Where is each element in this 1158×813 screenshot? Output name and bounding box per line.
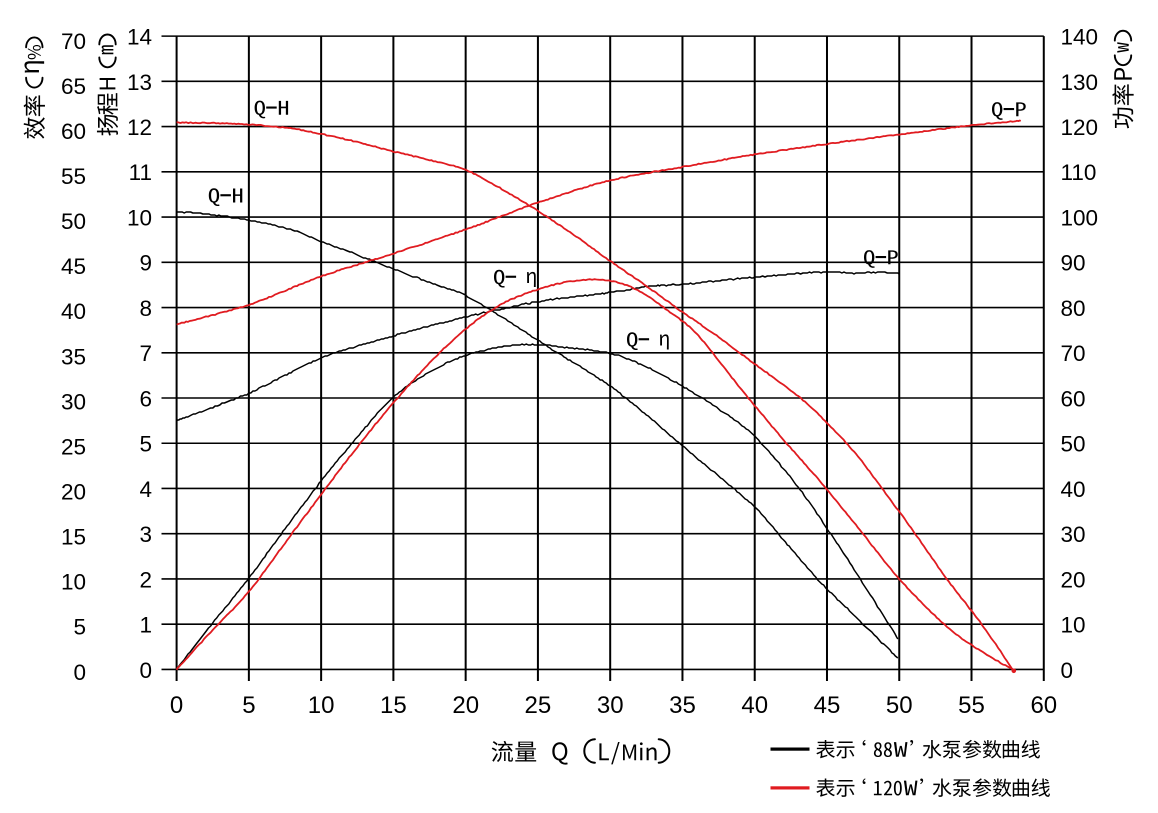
svg-text:80: 80 [1061,296,1086,321]
svg-text:55: 55 [61,164,86,189]
svg-text:9: 9 [139,251,152,276]
svg-text:5: 5 [73,615,86,640]
svg-text:60: 60 [61,119,86,144]
svg-text:70: 70 [1061,341,1086,366]
svg-text:65: 65 [61,74,86,99]
svg-text:40: 40 [741,692,768,719]
svg-text:5: 5 [242,692,255,719]
svg-text:40: 40 [1061,477,1086,502]
svg-text:110: 110 [1061,160,1097,185]
svg-text:60: 60 [1030,692,1057,719]
svg-text:130: 130 [1061,70,1099,95]
svg-text:15: 15 [61,525,86,550]
svg-text:90: 90 [1061,251,1086,276]
svg-text:13: 13 [127,70,152,95]
svg-text:30: 30 [597,692,624,719]
svg-text:0: 0 [139,658,152,683]
svg-text:5: 5 [139,432,152,457]
svg-text:14: 14 [127,25,152,50]
svg-text:8: 8 [139,296,152,321]
svg-text:45: 45 [61,254,86,279]
svg-text:15: 15 [380,692,407,719]
svg-text:55: 55 [958,692,985,719]
svg-text:30: 30 [1061,522,1086,547]
svg-text:20: 20 [61,480,86,505]
svg-text:140: 140 [1061,25,1099,50]
svg-text:1: 1 [139,613,152,638]
svg-text:10: 10 [1061,613,1086,638]
svg-text:20: 20 [452,692,479,719]
svg-text:25: 25 [61,434,86,459]
svg-text:0: 0 [1061,658,1074,683]
svg-text:35: 35 [669,692,696,719]
svg-text:60: 60 [1061,386,1086,411]
svg-text:40: 40 [61,299,86,324]
svg-text:50: 50 [61,209,86,234]
svg-text:120: 120 [1061,115,1099,140]
svg-text:3: 3 [139,522,152,547]
svg-text:20: 20 [1061,567,1086,592]
svg-text:2: 2 [139,567,152,592]
svg-text:10: 10 [308,692,335,719]
svg-text:25: 25 [525,692,552,719]
svg-text:100: 100 [1061,206,1099,231]
svg-text:10: 10 [61,570,86,595]
svg-text:70: 70 [61,29,86,54]
svg-text:50: 50 [1061,432,1086,457]
svg-text:10: 10 [127,206,152,231]
svg-text:12: 12 [127,115,152,140]
svg-text:7: 7 [139,341,152,366]
svg-text:0: 0 [170,692,183,719]
svg-text:0: 0 [73,660,86,685]
svg-text:35: 35 [61,344,86,369]
svg-text:50: 50 [886,692,913,719]
svg-text:4: 4 [139,477,152,502]
svg-text:45: 45 [814,692,841,719]
svg-text:6: 6 [139,386,152,411]
svg-text:11: 11 [129,160,152,185]
svg-text:30: 30 [61,389,86,414]
